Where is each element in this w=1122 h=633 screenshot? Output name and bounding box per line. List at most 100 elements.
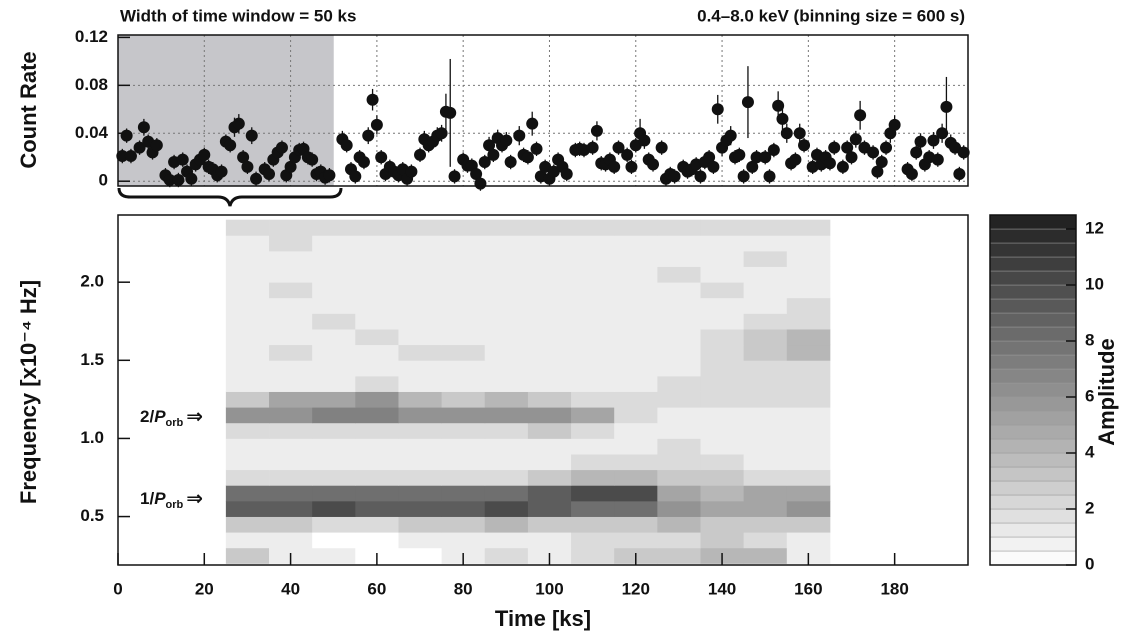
heatmap-cell — [571, 375, 615, 392]
heatmap-cell — [484, 547, 529, 564]
heatmap-cell — [441, 391, 486, 408]
heatmap-cell — [398, 454, 443, 471]
heatmap-cell — [700, 500, 745, 517]
heatmap-cell — [484, 500, 529, 517]
heatmap-cell — [657, 438, 701, 455]
heatmap-cell — [269, 235, 313, 252]
data-point — [521, 151, 534, 164]
heatmap-cell — [312, 375, 356, 392]
heatmap-cell — [614, 344, 658, 361]
colorbar-tick-label: 8 — [1085, 330, 1094, 349]
heatmap-cell — [700, 219, 745, 236]
colorbar-band — [989, 396, 1077, 412]
heatmap-cell — [614, 313, 658, 330]
heatmap-cell — [441, 297, 486, 314]
heatmap-cell — [527, 313, 572, 330]
heatmap-cell — [743, 250, 788, 267]
heatmap-cell — [614, 438, 658, 455]
heatmap-cell — [743, 454, 788, 471]
data-point — [487, 148, 500, 161]
heatmap-cell — [527, 219, 572, 236]
heatmap-cell — [269, 360, 313, 377]
data-point — [478, 156, 491, 169]
heatmap-cell — [398, 500, 443, 517]
heatmap-cell — [527, 391, 572, 408]
heatmap-cell — [700, 235, 745, 252]
heatmap-cell — [614, 422, 658, 439]
colorbar-band — [989, 508, 1077, 524]
heatmap-cell — [527, 516, 572, 533]
heatmap-cell — [355, 407, 399, 424]
colorbar-band — [989, 270, 1077, 286]
heatmap-cell — [571, 360, 615, 377]
heatmap-cell — [786, 485, 831, 502]
heatmap-cell — [312, 407, 356, 424]
data-point — [914, 135, 927, 148]
heatmap-cell — [657, 297, 701, 314]
heatmap-cell — [743, 375, 788, 392]
heatmap-cell — [398, 422, 443, 439]
heatmap-cell — [614, 375, 658, 392]
heatmap-cell — [225, 438, 270, 455]
heatmap-cell — [312, 547, 356, 564]
colorbar-band — [989, 298, 1077, 314]
data-point — [405, 165, 418, 178]
colorbar-band — [989, 284, 1077, 300]
annotation: Width of time window = 50 ks — [120, 6, 356, 25]
data-point — [362, 129, 375, 142]
colorbar-tick-label: 12 — [1085, 218, 1104, 237]
heatmap-cell — [269, 250, 313, 267]
heatmap-cell — [786, 422, 831, 439]
heatmap-cell — [312, 329, 356, 346]
colorbar-tick-label: 4 — [1085, 442, 1095, 461]
heatmap-cell — [614, 282, 658, 299]
y-axis-label: Frequency [x10⁻⁴ Hz] — [16, 280, 41, 504]
heatmap-cell — [786, 500, 831, 517]
heatmap-cell — [700, 438, 745, 455]
data-point — [746, 160, 759, 173]
data-point — [888, 118, 901, 131]
heatmap-cell — [225, 547, 270, 564]
heatmap-cell — [614, 485, 658, 502]
heatmap-cell — [743, 219, 788, 236]
heatmap-cell — [355, 375, 399, 392]
heatmap-cell — [657, 344, 701, 361]
heatmap-cell — [312, 344, 356, 361]
heatmap-cell — [786, 297, 831, 314]
colorbar-band — [989, 256, 1077, 272]
heatmap-cell — [441, 360, 486, 377]
heatmap-cell — [355, 250, 399, 267]
heatmap-cell — [700, 469, 745, 486]
heatmap-cell — [614, 266, 658, 283]
heatmap-cell — [743, 282, 788, 299]
heatmap-cell — [398, 469, 443, 486]
heatmap-cell — [441, 282, 486, 299]
heatmap-cell — [225, 235, 270, 252]
data-point — [625, 160, 638, 173]
data-point — [871, 165, 884, 178]
data-point — [470, 168, 483, 181]
heatmap-cell — [527, 297, 572, 314]
data-point — [927, 134, 940, 147]
annotation-part: ⇒ — [186, 406, 203, 428]
heatmap-cell — [700, 516, 745, 533]
colorbar-band — [989, 340, 1077, 356]
colorbar-band — [989, 480, 1077, 496]
heatmap-cell — [269, 485, 313, 502]
heatmap-cell — [441, 516, 486, 533]
y-axis-label: Count Rate — [16, 51, 41, 168]
heatmap-cell — [743, 360, 788, 377]
heatmap-cell — [484, 266, 529, 283]
time-window — [118, 35, 334, 186]
x-axis-label: Time [ks] — [495, 606, 591, 631]
heatmap-cell — [527, 344, 572, 361]
heatmap-cell — [571, 407, 615, 424]
heatmap-cell — [527, 266, 572, 283]
colorbar-band — [989, 466, 1077, 482]
x-tick-label: 80 — [454, 579, 473, 598]
data-point — [647, 158, 660, 171]
annotation-part: orb — [166, 417, 184, 429]
heatmap-cell — [398, 407, 443, 424]
heatmap-cell — [657, 454, 701, 471]
